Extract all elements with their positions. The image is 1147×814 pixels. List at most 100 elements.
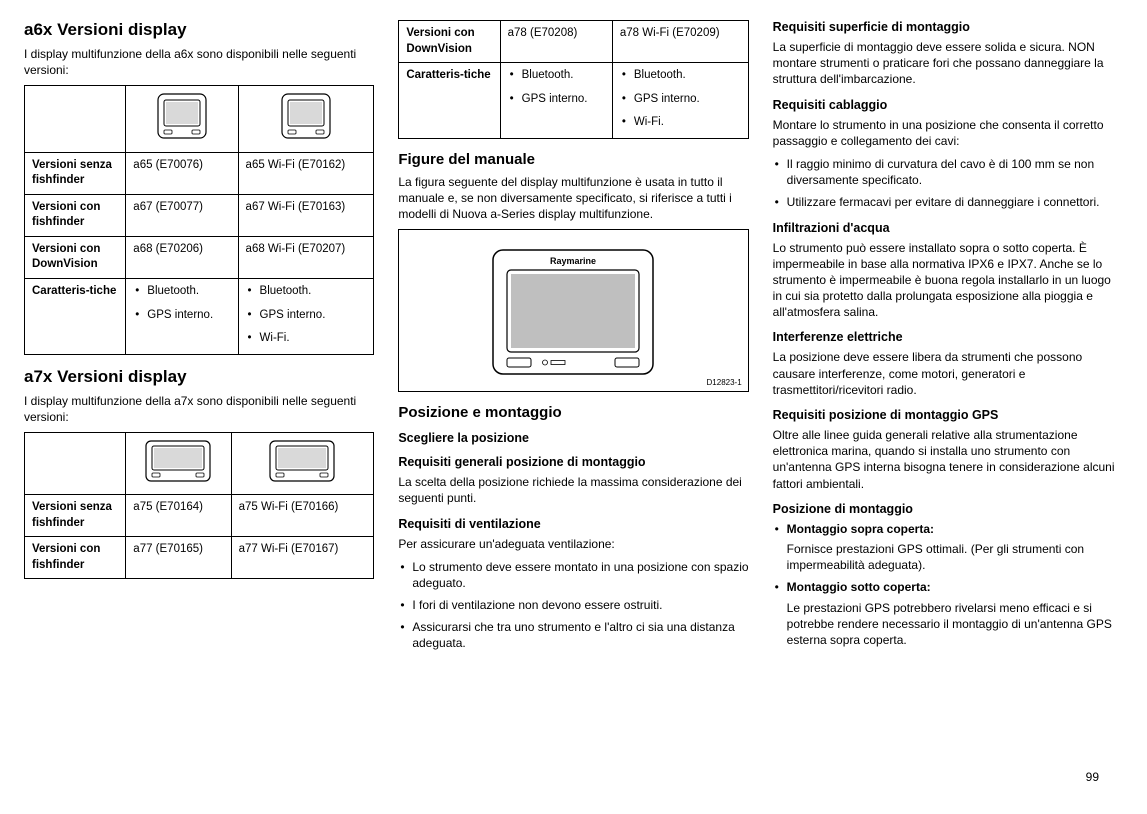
paragraph: Per assicurare un'adeguata ventilazione:	[398, 536, 748, 552]
list-item: Utilizzare fermacavi per evitare di dann…	[773, 194, 1123, 210]
row-label: Versioni senza fishfinder	[25, 152, 126, 194]
cell: a77 Wi-Fi (E70167)	[231, 537, 374, 579]
subheading: Posizione di montaggio	[773, 502, 1123, 516]
row-label: Caratteris-tiche	[399, 63, 500, 139]
list-item: Bluetooth.	[133, 284, 230, 300]
position-heading: Posizione e montaggio	[398, 404, 748, 421]
row-label: Versioni senza fishfinder	[25, 495, 126, 537]
paragraph: La superficie di montaggio deve essere s…	[773, 39, 1123, 88]
page-container: a6x Versioni display I display multifunz…	[24, 20, 1123, 794]
mount-text: Fornisce prestazioni GPS ottimali. (Per …	[787, 541, 1123, 573]
device-image-cell	[238, 86, 374, 153]
paragraph: Lo strumento può essere installato sopra…	[773, 240, 1123, 321]
cell: Bluetooth. GPS interno. Wi-Fi.	[238, 278, 374, 354]
cabling-list: Il raggio minimo di curvatura del cavo è…	[773, 156, 1123, 211]
list-item: GPS interno.	[508, 92, 605, 108]
table-row: Versioni con DownVision a68 (E70206) a68…	[25, 236, 374, 278]
small-display-icon	[154, 92, 210, 140]
table-row: Versioni senza fishfinder a75 (E70164) a…	[25, 495, 374, 537]
list-item: Assicurarsi che tra uno strumento e l'al…	[398, 619, 748, 651]
list-item: Wi-Fi.	[246, 331, 367, 347]
column-3: Requisiti superficie di montaggio La sup…	[773, 20, 1123, 658]
paragraph: La posizione deve essere libera da strum…	[773, 349, 1123, 398]
list-item: Montaggio sotto coperta: Le prestazioni …	[773, 579, 1123, 648]
subheading: Infiltrazioni d'acqua	[773, 221, 1123, 235]
subheading: Scegliere la posizione	[398, 431, 748, 445]
figure-intro: La figura seguente del display multifunz…	[398, 174, 748, 223]
list-item: Bluetooth.	[508, 68, 605, 84]
mount-label: Montaggio sopra coperta:	[787, 522, 934, 536]
cell: Bluetooth. GPS interno.	[126, 278, 238, 354]
list-item: Il raggio minimo di curvatura del cavo è…	[773, 156, 1123, 188]
list-item: Montaggio sopra coperta: Fornisce presta…	[773, 521, 1123, 574]
row-label: Versioni con DownVision	[25, 236, 126, 278]
column-2: Versioni con DownVision a78 (E70208) a78…	[398, 20, 748, 658]
paragraph: Oltre alle linee guida generali relative…	[773, 427, 1123, 492]
table-row: Versioni con fishfinder a77 (E70165) a77…	[25, 537, 374, 579]
wide-display-icon	[143, 439, 213, 483]
small-display-icon	[278, 92, 334, 140]
page-number: 99	[1086, 770, 1099, 784]
paragraph: La scelta della posizione richiede la ma…	[398, 474, 748, 506]
cell: Bluetooth. GPS interno. Wi-Fi.	[612, 63, 748, 139]
cell: a77 (E70165)	[126, 537, 231, 579]
row-label: Versioni con fishfinder	[25, 537, 126, 579]
cell: a65 (E70076)	[126, 152, 238, 194]
cell: a78 Wi-Fi (E70209)	[612, 21, 748, 63]
device-image-cell	[126, 432, 231, 495]
table-row: Versioni con fishfinder a67 (E70077) a67…	[25, 194, 374, 236]
table-row: Caratteris-tiche Bluetooth. GPS interno.…	[399, 63, 748, 139]
cell: a65 Wi-Fi (E70162)	[238, 152, 374, 194]
a7x-intro: I display multifunzione della a7x sono d…	[24, 393, 374, 425]
cell: a75 Wi-Fi (E70166)	[231, 495, 374, 537]
list-item: GPS interno.	[620, 92, 741, 108]
list-item: GPS interno.	[133, 308, 230, 324]
figure-id: D12823-1	[707, 378, 742, 387]
subheading: Requisiti di ventilazione	[398, 517, 748, 531]
list-item: Bluetooth.	[246, 284, 367, 300]
cell: a67 (E70077)	[126, 194, 238, 236]
subheading: Requisiti superficie di montaggio	[773, 20, 1123, 34]
list-item: Wi-Fi.	[620, 115, 741, 131]
subheading: Interferenze elettriche	[773, 330, 1123, 344]
mount-label: Montaggio sotto coperta:	[787, 580, 931, 594]
row-label: Versioni con DownVision	[399, 21, 500, 63]
list-item: I fori di ventilazione non devono essere…	[398, 597, 748, 613]
list-item: Lo strumento deve essere montato in una …	[398, 559, 748, 591]
manual-figure: Raymarine D12823-1	[398, 229, 748, 392]
a6x-intro: I display multifunzione della a6x sono d…	[24, 46, 374, 78]
feature-list: Bluetooth. GPS interno.	[508, 68, 605, 107]
mounting-list: Montaggio sopra coperta: Fornisce presta…	[773, 521, 1123, 648]
device-image-cell	[231, 432, 374, 495]
display-figure-icon: Raymarine	[473, 242, 673, 382]
mount-text: Le prestazioni GPS potrebbero rivelarsi …	[787, 600, 1123, 649]
table-row	[25, 432, 374, 495]
cell: a78 (E70208)	[500, 21, 612, 63]
column-layout: a6x Versioni display I display multifunz…	[24, 20, 1123, 658]
feature-list: Bluetooth. GPS interno.	[133, 284, 230, 323]
device-image-cell	[126, 86, 238, 153]
cell: a68 (E70206)	[126, 236, 238, 278]
a6x-table: Versioni senza fishfinder a65 (E70076) a…	[24, 85, 374, 354]
a6x-heading: a6x Versioni display	[24, 20, 374, 40]
feature-list: Bluetooth. GPS interno. Wi-Fi.	[620, 68, 741, 131]
a7x-table-continued: Versioni con DownVision a78 (E70208) a78…	[398, 20, 748, 139]
cell: a75 (E70164)	[126, 495, 231, 537]
wide-display-icon	[267, 439, 337, 483]
a7x-table: Versioni senza fishfinder a75 (E70164) a…	[24, 432, 374, 580]
subheading: Requisiti posizione di montaggio GPS	[773, 408, 1123, 422]
table-row	[25, 86, 374, 153]
table-row: Versioni con DownVision a78 (E70208) a78…	[399, 21, 748, 63]
column-1: a6x Versioni display I display multifunz…	[24, 20, 374, 658]
table-row: Caratteris-tiche Bluetooth. GPS interno.…	[25, 278, 374, 354]
row-label: Versioni con fishfinder	[25, 194, 126, 236]
cell: a67 Wi-Fi (E70163)	[238, 194, 374, 236]
feature-list: Bluetooth. GPS interno. Wi-Fi.	[246, 284, 367, 347]
table-row: Versioni senza fishfinder a65 (E70076) a…	[25, 152, 374, 194]
cell: Bluetooth. GPS interno.	[500, 63, 612, 139]
list-item: GPS interno.	[246, 308, 367, 324]
list-item: Bluetooth.	[620, 68, 741, 84]
figure-heading: Figure del manuale	[398, 151, 748, 168]
subheading: Requisiti cablaggio	[773, 98, 1123, 112]
row-label: Caratteris-tiche	[25, 278, 126, 354]
